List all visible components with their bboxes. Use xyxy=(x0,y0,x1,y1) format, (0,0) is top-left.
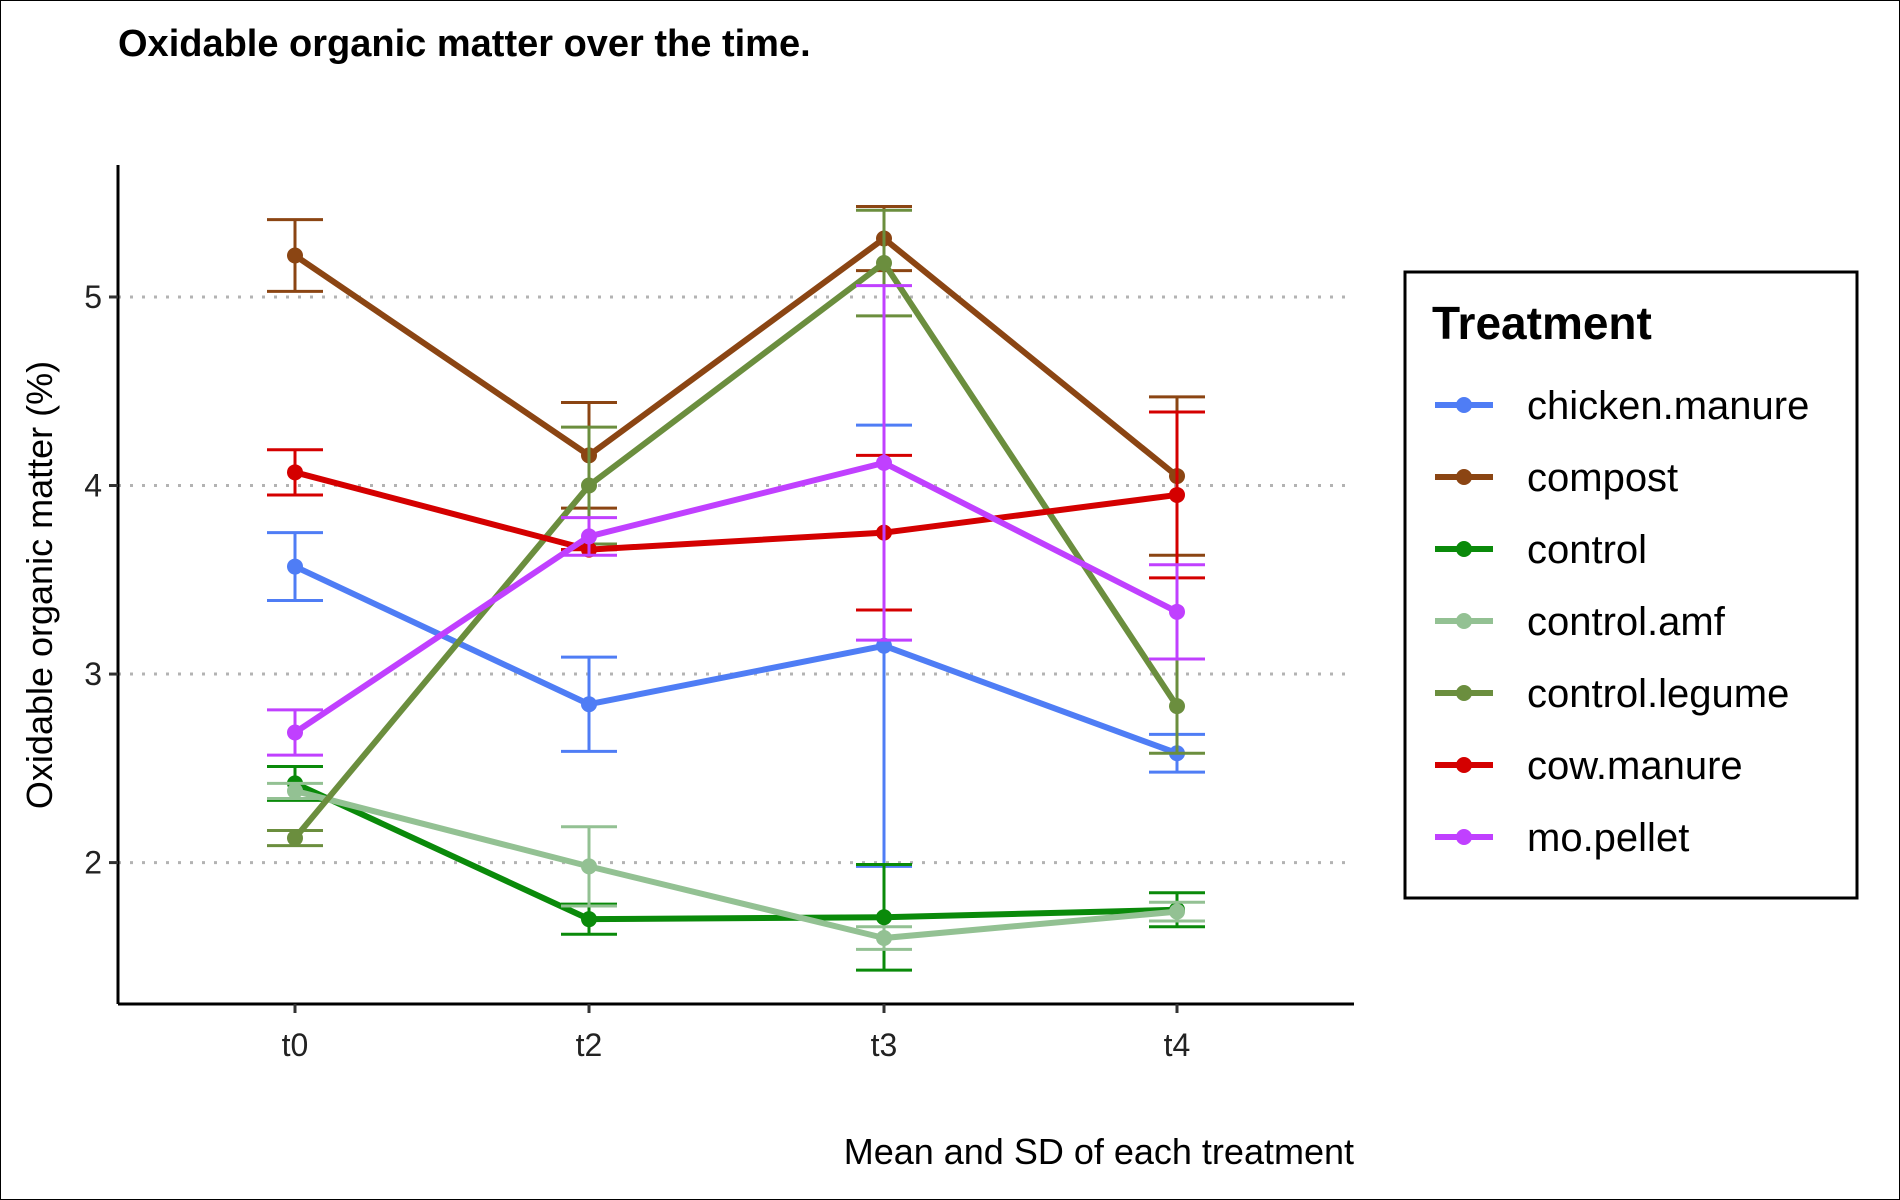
data-point xyxy=(287,247,303,264)
legend-item-compost: compost xyxy=(1435,456,1678,500)
data-point xyxy=(876,930,892,947)
legend-key-point xyxy=(1456,685,1472,701)
legend-label: cow.manure xyxy=(1527,744,1743,788)
series-line xyxy=(293,459,1179,735)
legend-key-point xyxy=(1456,829,1472,845)
data-point xyxy=(287,724,303,741)
series-line xyxy=(292,260,1180,841)
series-lines xyxy=(267,204,1205,972)
data-point xyxy=(581,696,597,713)
legend-key-point xyxy=(1456,757,1472,773)
legend-label: mo.pellet xyxy=(1527,816,1689,860)
series-line xyxy=(293,563,1179,757)
series-control.amf xyxy=(267,781,1205,951)
legend-items: chicken.manure compost control control.amf c… xyxy=(1435,384,1809,860)
legend-key-point xyxy=(1456,469,1472,485)
data-point xyxy=(1169,903,1185,920)
data-point xyxy=(876,255,892,272)
legend: Treatment chicken.manure compost control co… xyxy=(1403,270,1859,900)
legend-box xyxy=(1403,270,1859,900)
series-line xyxy=(294,788,1178,942)
x-tick-label: t4 xyxy=(1164,1027,1191,1063)
data-point xyxy=(581,911,597,928)
data-point xyxy=(287,830,303,847)
data-point xyxy=(581,528,597,545)
series-line xyxy=(293,235,1179,479)
axes xyxy=(116,165,1354,1006)
data-point xyxy=(1169,486,1185,503)
data-point xyxy=(287,558,303,575)
y-axis-title: Oxidable organic matter (%) xyxy=(19,361,60,809)
data-point xyxy=(581,477,597,494)
data-point xyxy=(287,782,303,799)
x-tick-label: t3 xyxy=(871,1027,898,1063)
data-point xyxy=(287,464,303,481)
data-point xyxy=(581,858,597,875)
legend-item-cow.manure: cow.manure xyxy=(1435,744,1743,788)
x-tick-label: t0 xyxy=(282,1027,309,1063)
series-chicken.manure xyxy=(267,423,1205,868)
axis-ticks: 2 3 4 5 t0 t2 t3 t4 xyxy=(84,279,1190,1063)
data-point xyxy=(876,454,892,471)
y-tick-label: 5 xyxy=(84,279,102,315)
series-cow.manure xyxy=(267,410,1205,612)
series-control xyxy=(267,764,1205,972)
legend-key-point xyxy=(1456,613,1472,629)
legend-key-point xyxy=(1456,397,1472,413)
data-point xyxy=(1169,698,1185,715)
legend-label: compost xyxy=(1527,456,1678,500)
y-tick-label: 3 xyxy=(84,656,102,692)
legend-item-chicken.manure: chicken.manure xyxy=(1435,384,1809,428)
series-line xyxy=(293,780,1178,923)
legend-item-control.legume: control.legume xyxy=(1435,672,1789,716)
legend-item-control.amf: control.amf xyxy=(1435,600,1726,644)
y-tick-label: 4 xyxy=(84,468,102,504)
data-point xyxy=(1169,603,1185,620)
chart-title: Oxidable organic matter over the time. xyxy=(118,23,811,65)
x-axis-title: Mean and SD of each treatment xyxy=(844,1131,1354,1172)
grid-lines xyxy=(118,295,1354,865)
legend-item-mo.pellet: mo.pellet xyxy=(1435,816,1689,860)
legend-item-control: control xyxy=(1435,528,1647,572)
legend-key-point xyxy=(1456,541,1472,557)
data-point xyxy=(876,909,892,926)
data-point xyxy=(876,637,892,654)
x-tick-label: t2 xyxy=(576,1027,603,1063)
series-mo.pellet xyxy=(267,284,1205,757)
legend-title: Treatment xyxy=(1432,297,1652,349)
legend-label: chicken.manure xyxy=(1527,384,1809,428)
legend-label: control.amf xyxy=(1527,600,1726,644)
series-line xyxy=(294,469,1178,553)
legend-label: control.legume xyxy=(1527,672,1789,716)
series-control.legume xyxy=(267,208,1205,848)
y-tick-label: 2 xyxy=(84,845,102,881)
legend-label: control xyxy=(1527,528,1647,572)
